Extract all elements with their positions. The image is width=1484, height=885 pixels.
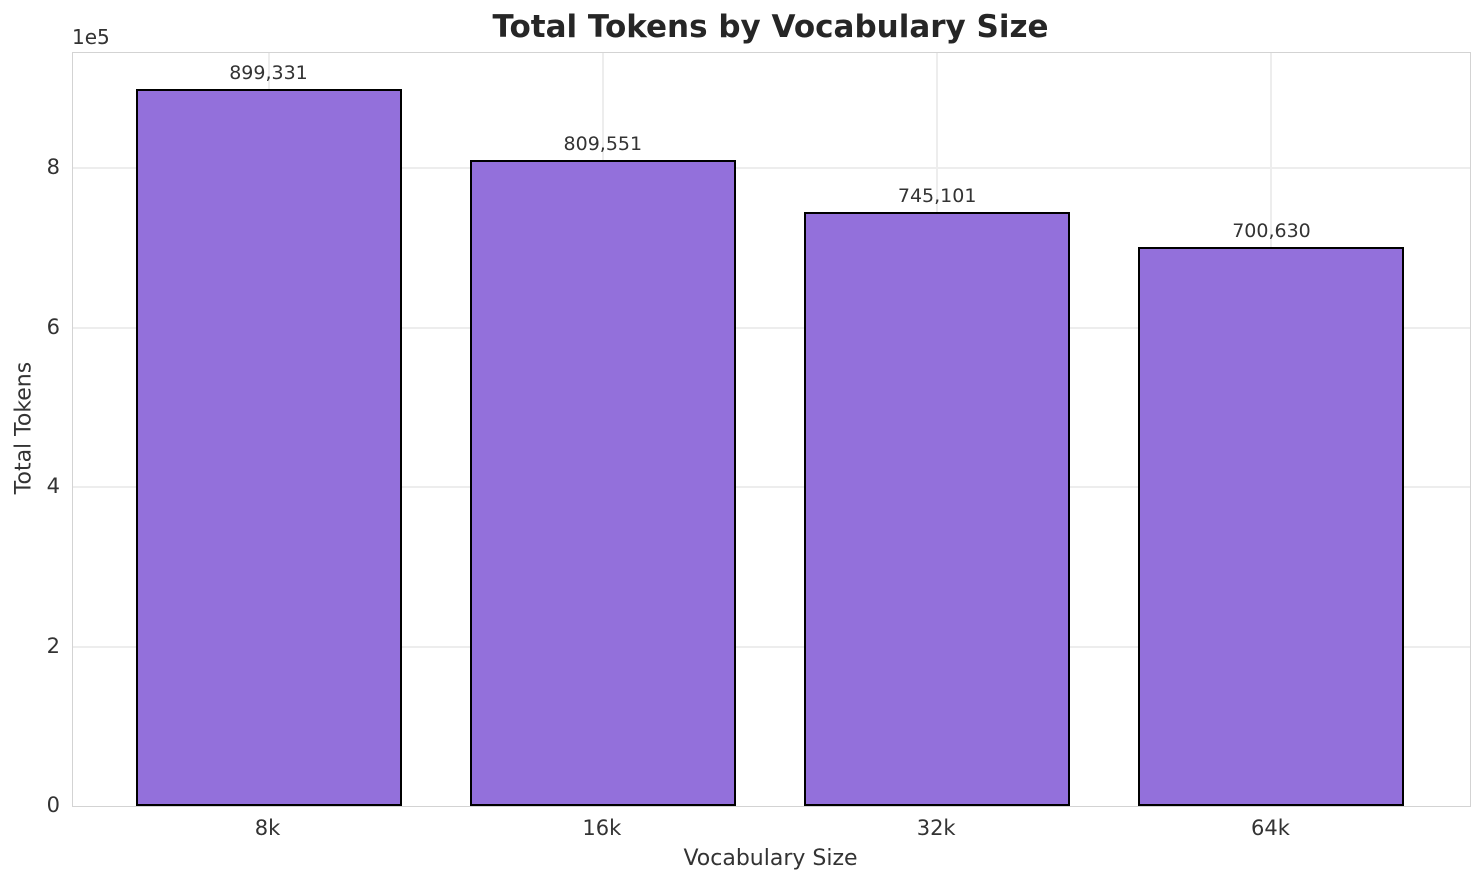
chart-title: Total Tokens by Vocabulary Size xyxy=(492,9,1049,45)
x-axis-label: Vocabulary Size xyxy=(683,846,858,871)
x-tick-label-8k: 8k xyxy=(254,816,281,840)
plot-area: 899,331 809,551 745,101 700,630 xyxy=(72,52,1471,807)
bar-value-label-16k: 809,551 xyxy=(563,133,643,156)
y-tick-label: 8 xyxy=(46,155,60,180)
y-gridline xyxy=(73,645,1470,648)
bar-value-label-8k: 899,331 xyxy=(229,61,308,84)
y-gridline xyxy=(73,326,1470,329)
x-tick-label-64k: 64k xyxy=(1251,816,1290,840)
bar-8k xyxy=(135,88,402,806)
bar-64k xyxy=(1138,247,1405,806)
y-tick-label: 0 xyxy=(46,793,60,817)
bar-value-label-64k: 700,630 xyxy=(1232,220,1311,243)
y-gridline xyxy=(73,167,1470,170)
y-axis-offset-text: 1e5 xyxy=(72,25,110,49)
x-tick-label-16k: 16k xyxy=(582,816,622,840)
x-tick-label-32k: 32k xyxy=(916,816,956,840)
y-tick-label: 6 xyxy=(46,314,60,339)
bar-value-label-32k: 745,101 xyxy=(897,184,977,207)
y-gridline xyxy=(73,486,1470,489)
bar-16k xyxy=(469,160,736,806)
bar-32k xyxy=(804,211,1071,806)
y-tick-label: 4 xyxy=(46,474,60,499)
y-tick-label: 2 xyxy=(46,633,60,658)
